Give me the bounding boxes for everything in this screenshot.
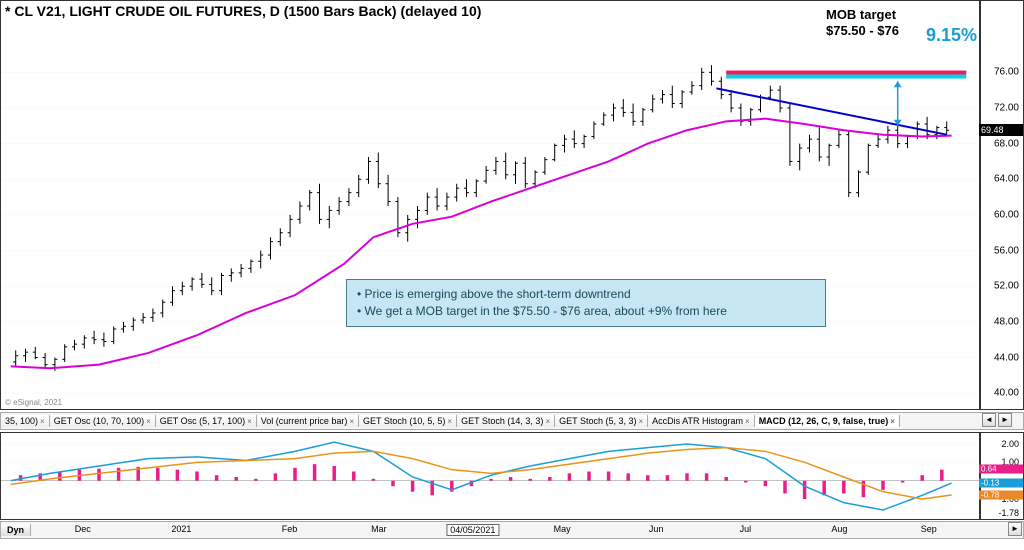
x-axis-month-label: Aug: [831, 524, 847, 534]
price-ytick: 68.00: [994, 138, 1019, 149]
indicator-tab[interactable]: MACD (12, 26, C, 9, false, true)×: [755, 415, 900, 427]
macd-value-marker: -0.13: [979, 479, 1023, 488]
scroll-left-icon[interactable]: ◄: [982, 413, 996, 427]
x-axis-month-label: Sep: [921, 524, 937, 534]
indicator-tab[interactable]: GET Stoch (10, 5, 5)×: [359, 415, 457, 427]
close-icon[interactable]: ×: [447, 417, 452, 426]
indicator-tab[interactable]: AccDis ATR Histogram×: [648, 415, 755, 427]
mob-line1: MOB target: [826, 7, 896, 22]
x-axis-month-label: Mar: [371, 524, 387, 534]
indicator-tab[interactable]: GET Osc (10, 70, 100)×: [50, 415, 156, 427]
dyn-button[interactable]: Dyn: [1, 524, 31, 536]
price-ytick: 72.00: [994, 102, 1019, 113]
macd-ytick: -1.78: [998, 508, 1019, 518]
close-icon[interactable]: ×: [146, 417, 151, 426]
tab-label: GET Stoch (10, 5, 5): [363, 416, 445, 426]
close-icon[interactable]: ×: [638, 417, 643, 426]
price-ytick: 60.00: [994, 209, 1019, 220]
scroll-right-icon[interactable]: ►: [998, 413, 1012, 427]
mob-target-label: MOB target $75.50 - $76: [826, 7, 899, 38]
tab-label: GET Stoch (5, 3, 3): [559, 416, 636, 426]
x-axis-month-label: 04/05/2021: [446, 524, 499, 536]
price-ytick: 48.00: [994, 316, 1019, 327]
tab-label: Vol (current price bar): [261, 416, 348, 426]
tab-label: GET Stoch (14, 3, 3): [461, 416, 543, 426]
tab-fragment-label: 35, 100): [5, 416, 38, 426]
macd-panel[interactable]: [0, 432, 980, 520]
price-chart-svg: [1, 1, 981, 411]
tab-label: MACD (12, 26, C, 9, false, true): [759, 416, 889, 426]
annotation-bullet-2: • We get a MOB target in the $75.50 - $7…: [357, 303, 815, 320]
macd-ytick: 2.00: [1001, 439, 1019, 449]
annotation-box: • Price is emerging above the short-term…: [346, 279, 826, 327]
macd-y-axis: -1.78-1.001.002.000.64-0.13-0.78: [980, 432, 1024, 520]
x-axis-month-label: Jul: [740, 524, 752, 534]
tab-label: AccDis ATR Histogram: [652, 416, 743, 426]
indicator-tab[interactable]: GET Osc (5, 17, 100)×: [156, 415, 257, 427]
percent-annotation: 9.15%: [926, 25, 977, 46]
price-chart-panel[interactable]: * CL V21, LIGHT CRUDE OIL FUTURES, D (15…: [0, 0, 980, 410]
tab-label: GET Osc (5, 17, 100): [160, 416, 245, 426]
x-axis-month-label: 2021: [171, 524, 191, 534]
price-ytick: 40.00: [994, 388, 1019, 399]
indicator-tab[interactable]: GET Stoch (5, 3, 3)×: [555, 415, 648, 427]
scroll-right-bottom-icon[interactable]: ►: [1008, 522, 1022, 536]
time-axis-bar[interactable]: Dyn Dec 2021 Feb Mar 04/05/2021 May Jun Jul Aug S…: [0, 521, 1024, 539]
price-ytick: 76.00: [994, 67, 1019, 78]
annotation-bullet-1: • Price is emerging above the short-term…: [357, 286, 815, 303]
indicator-tab[interactable]: GET Stoch (14, 3, 3)×: [457, 415, 555, 427]
close-icon[interactable]: ×: [545, 417, 550, 426]
mob-line2: $75.50 - $76: [826, 23, 899, 38]
chart-title: * CL V21, LIGHT CRUDE OIL FUTURES, D (15…: [5, 3, 481, 19]
close-icon[interactable]: ×: [40, 417, 45, 426]
copyright-text: © eSignal, 2021: [5, 398, 62, 407]
macd-value-marker: 0.64: [979, 464, 1023, 473]
tab-label: GET Osc (10, 70, 100): [54, 416, 144, 426]
price-ytick: 64.00: [994, 174, 1019, 185]
x-axis-month-label: Feb: [282, 524, 298, 534]
price-ytick: 44.00: [994, 352, 1019, 363]
close-icon[interactable]: ×: [247, 417, 252, 426]
close-icon[interactable]: ×: [890, 417, 895, 426]
indicator-tab[interactable]: Vol (current price bar)×: [257, 415, 359, 427]
macd-svg: [1, 433, 981, 521]
current-price-marker: 69.48: [979, 124, 1023, 136]
price-y-axis: 69.48 40.00 44.00 48.00 52.00 56.00 60.00 64.0…: [980, 0, 1024, 410]
x-axis-month-label: Dec: [75, 524, 91, 534]
macd-value-marker: -0.78: [979, 490, 1023, 499]
x-axis-month-label: May: [554, 524, 571, 534]
x-axis-labels: Dec 2021 Feb Mar 04/05/2021 May Jun Jul Aug Sep: [31, 522, 1023, 538]
close-icon[interactable]: ×: [349, 417, 354, 426]
close-icon[interactable]: ×: [745, 417, 750, 426]
indicator-tab-bar[interactable]: 35, 100) × GET Osc (10, 70, 100)×GET Osc…: [0, 412, 1024, 430]
tab-fragment-left[interactable]: 35, 100) ×: [1, 415, 50, 427]
price-ytick: 56.00: [994, 245, 1019, 256]
price-ytick: 52.00: [994, 281, 1019, 292]
x-axis-month-label: Jun: [649, 524, 664, 534]
